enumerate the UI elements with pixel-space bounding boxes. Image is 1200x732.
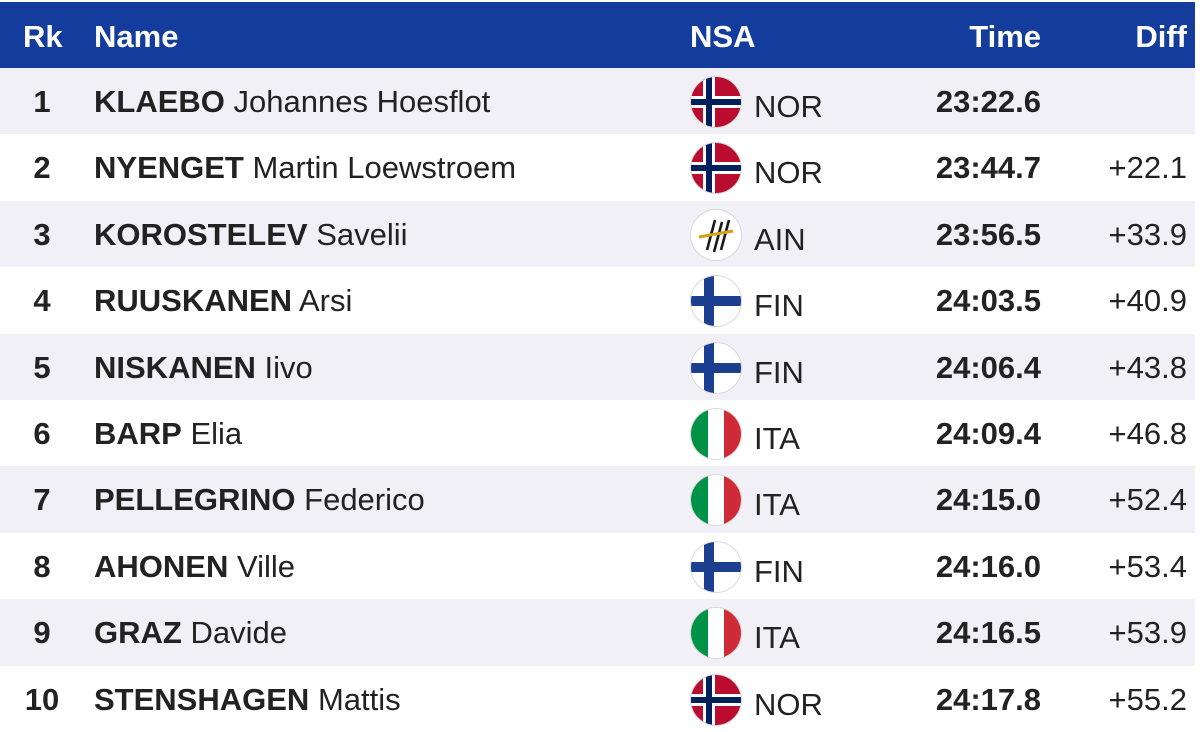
diff-column-header[interactable]: Diff (1135, 19, 1187, 54)
table-row[interactable]: 4 RUUSKANEN Arsi FIN 24:03.5 +40.9 (0, 267, 1195, 334)
rank-cell: 2 (33, 150, 51, 186)
italy-flag-icon (691, 408, 741, 459)
nsa-cell: NOR (754, 155, 823, 191)
norway-flag-icon (691, 674, 741, 725)
athlete-firstname: Martin Loewstroem (252, 150, 517, 186)
rank-cell: 1 (33, 84, 51, 119)
time-column-header[interactable]: Time (969, 19, 1041, 54)
athlete-name-cell[interactable]: KOROSTELEV Savelii (94, 216, 408, 252)
rank-cell: 8 (33, 548, 51, 584)
time-cell: 24:16.0 (935, 548, 1041, 584)
finland-flag-icon (691, 541, 741, 592)
diff-cell: +53.4 (1108, 548, 1187, 584)
table-row[interactable]: 8 AHONEN Ville FIN 24:16.0 +53.4 (0, 532, 1195, 600)
finland-flag-icon (691, 276, 741, 327)
table-row[interactable]: 9 GRAZ Davide ITA 24:16.5 +53.9 (0, 599, 1195, 666)
athlete-lastname: NYENGET (94, 150, 244, 186)
athlete-firstname: Savelii (316, 216, 408, 252)
nsa-cell: FIN (754, 354, 804, 390)
athlete-lastname: PELLEGRINO (94, 482, 296, 518)
table-row[interactable]: 3 KOROSTELEV Savelii AIN 23:56.5 +33.9 (0, 200, 1195, 268)
table-row[interactable]: 7 PELLEGRINO Federico ITA 24:15.0 +52.4 (0, 466, 1195, 533)
diff-cell: +40.9 (1108, 283, 1187, 319)
athlete-firstname: Elia (190, 415, 243, 451)
rank-cell: 9 (33, 615, 51, 651)
time-cell: 24:16.5 (935, 615, 1041, 651)
table-row[interactable]: 2 NYENGET Martin Loewstroem NOR 23:44.7 … (0, 134, 1195, 201)
athlete-firstname: Johannes Hoesflot (233, 84, 491, 119)
nsa-cell: ITA (754, 487, 800, 523)
athlete-lastname: GRAZ (94, 615, 182, 651)
time-cell: 24:06.4 (935, 349, 1041, 385)
athlete-lastname: STENSHAGEN (94, 681, 310, 717)
nsa-cell: AIN (754, 221, 806, 257)
athlete-lastname: KLAEBO (94, 84, 225, 119)
rank-cell: 5 (33, 349, 51, 385)
finland-flag-icon (691, 342, 741, 393)
table-body: 1 KLAEBO Johannes Hoesflot NOR 23:22.6 2… (0, 68, 1195, 732)
italy-flag-icon (691, 475, 741, 526)
athlete-lastname: KOROSTELEV (94, 216, 308, 252)
nsa-cell: ITA (754, 620, 800, 656)
athlete-firstname: Mattis (317, 681, 401, 717)
rank-cell: 3 (33, 216, 51, 252)
nsa-cell: ITA (754, 420, 800, 456)
athlete-firstname: Iivo (264, 349, 313, 385)
athlete-firstname: Arsi (298, 283, 353, 319)
athlete-lastname: NISKANEN (94, 349, 256, 385)
rank-cell: 6 (33, 415, 51, 451)
athlete-lastname: AHONEN (94, 548, 229, 584)
athlete-name-cell[interactable]: AHONEN Ville (94, 548, 295, 584)
norway-flag-icon (691, 77, 741, 127)
nsa-cell: NOR (754, 89, 823, 124)
nsa-cell: FIN (754, 288, 804, 324)
athlete-name-cell[interactable]: PELLEGRINO Federico (94, 483, 425, 517)
time-cell: 24:09.4 (935, 415, 1041, 451)
time-cell: 24:15.0 (935, 482, 1041, 518)
diff-cell: +22.1 (1108, 150, 1187, 186)
athlete-name-cell[interactable]: NYENGET Martin Loewstroem (94, 151, 516, 185)
time-cell: 23:56.5 (935, 216, 1041, 252)
nsa-column-header[interactable]: NSA (690, 19, 756, 54)
diff-cell: +33.9 (1108, 216, 1187, 252)
time-cell: 23:22.6 (935, 84, 1041, 119)
table-row[interactable]: 10 STENSHAGEN Mattis NOR 24:17.8 +55.2 (0, 665, 1195, 732)
rank-cell: 10 (24, 681, 60, 717)
name-column-header[interactable]: Name (94, 19, 179, 54)
diff-cell: +55.2 (1108, 681, 1187, 717)
athlete-name-cell[interactable]: STENSHAGEN Mattis (94, 681, 401, 717)
athlete-name-cell[interactable]: BARP Elia (94, 415, 243, 451)
nsa-cell: FIN (754, 553, 804, 589)
athlete-firstname: Ville (236, 548, 295, 584)
table-header: Rk Name NSA Time Diff (0, 2, 1195, 68)
athlete-name-cell[interactable]: NISKANEN Iivo (94, 349, 313, 385)
rank-cell: 7 (33, 482, 51, 518)
table-row[interactable]: 5 NISKANEN Iivo FIN 24:06.4 +43.8 (0, 333, 1195, 400)
athlete-name-cell[interactable]: GRAZ Davide (94, 616, 287, 650)
table-row[interactable]: 1 KLAEBO Johannes Hoesflot NOR 23:22.6 (0, 68, 1195, 135)
athlete-name-cell[interactable]: RUUSKANEN Arsi (94, 284, 352, 318)
table-row[interactable]: 6 BARP Elia ITA 24:09.4 +46.8 (0, 399, 1195, 467)
nsa-cell: NOR (754, 686, 823, 722)
athlete-firstname: Federico (304, 482, 425, 518)
time-cell: 24:03.5 (935, 283, 1041, 319)
athlete-lastname: BARP (94, 415, 182, 451)
diff-cell: +46.8 (1108, 415, 1187, 451)
diff-cell: +52.4 (1108, 482, 1187, 518)
athlete-lastname: RUUSKANEN (94, 283, 293, 319)
athlete-firstname: Davide (190, 615, 287, 651)
rank-column-header[interactable]: Rk (23, 19, 63, 54)
norway-flag-icon (691, 143, 741, 194)
diff-cell: +43.8 (1108, 349, 1187, 385)
time-cell: 23:44.7 (935, 150, 1041, 186)
fis-logo-icon (691, 209, 741, 260)
athlete-name-cell[interactable]: KLAEBO Johannes Hoesflot (94, 85, 490, 119)
italy-flag-icon (691, 608, 741, 659)
time-cell: 24:17.8 (935, 681, 1041, 717)
rank-cell: 4 (33, 283, 51, 319)
diff-cell: +53.9 (1108, 615, 1187, 651)
